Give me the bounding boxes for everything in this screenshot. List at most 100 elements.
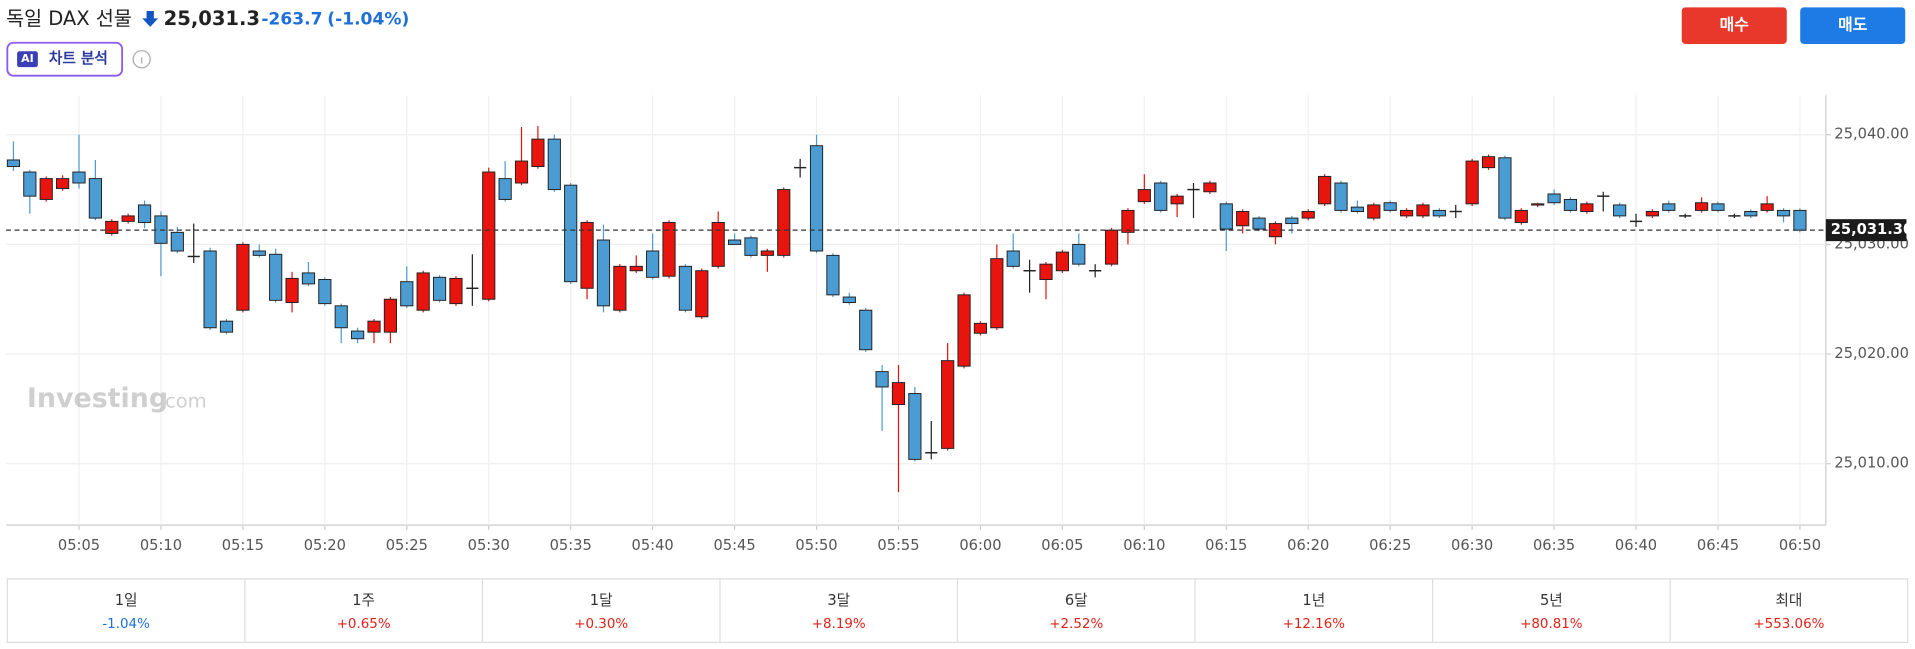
candle-body — [1318, 175, 1332, 205]
period-change: -1.04% — [102, 617, 150, 632]
candle-body — [531, 138, 545, 168]
period-tab[interactable]: 5년 +80.81% — [1431, 578, 1583, 643]
x-tick-label: 06:35 — [1533, 537, 1575, 554]
y-tick-label: 25,010.00 — [1834, 455, 1909, 472]
candle-body — [203, 250, 217, 329]
candle-body — [973, 322, 988, 334]
candle-body — [875, 371, 889, 388]
last-price-bg — [1825, 219, 1907, 242]
candle-body — [236, 243, 250, 311]
period-change: +12.16% — [1283, 617, 1346, 632]
x-tick-label: 06:50 — [1779, 537, 1821, 554]
period-label: 1주 — [352, 592, 375, 609]
period-tab[interactable]: 1일 -1.04% — [102, 592, 150, 632]
candle-body — [1694, 202, 1709, 211]
x-tick-label: 05:55 — [877, 537, 919, 554]
x-tick-label: 05:05 — [58, 537, 100, 554]
info-circle — [132, 50, 151, 69]
watermark: Investing .com — [27, 383, 207, 414]
candle-body — [6, 159, 21, 168]
candle-body — [1301, 211, 1315, 219]
candle-body — [1547, 193, 1561, 204]
period-label: 1년 — [1302, 592, 1325, 609]
price: 25,031.3 — [164, 7, 260, 30]
sell-button[interactable]: 매도 — [1800, 7, 1906, 44]
candle-body — [1760, 203, 1774, 211]
candle-body — [1383, 202, 1397, 211]
candle-body — [1481, 156, 1496, 169]
candle-body — [957, 294, 971, 367]
candle-body — [1563, 198, 1578, 211]
candle-body — [39, 178, 53, 200]
period-change: +8.19% — [812, 617, 866, 632]
candle-body — [1514, 209, 1528, 223]
buy-button[interactable]: 매수 — [1681, 7, 1787, 44]
x-tick-label: 06:20 — [1287, 537, 1329, 554]
candle-body — [1531, 203, 1545, 206]
watermark-brand: Investing — [27, 383, 168, 414]
candle-body — [1416, 204, 1430, 217]
period-label: 1달 — [590, 592, 613, 609]
candle-body — [990, 258, 1004, 329]
buy-label: 매수 — [1720, 15, 1750, 34]
x-tick-label: 06:05 — [1041, 537, 1083, 554]
period-tab[interactable]: 1년 +12.16% — [1194, 578, 1346, 643]
candle-body — [1039, 263, 1053, 280]
change: -263.7 — [261, 10, 322, 30]
candle-body — [629, 265, 643, 272]
period-change: +553.06% — [1753, 617, 1824, 632]
candle-body — [285, 277, 299, 304]
candle-body — [1203, 182, 1217, 193]
candle-body — [727, 239, 742, 245]
candle-body — [596, 239, 611, 307]
candle-body — [1662, 203, 1676, 211]
candle-body — [1645, 211, 1660, 217]
info-icon[interactable] — [132, 50, 151, 69]
candle-body — [1580, 203, 1594, 212]
candle-body — [826, 254, 840, 296]
ai-badge-bg — [17, 51, 38, 68]
x-tick-label: 06:15 — [1205, 537, 1247, 554]
candle-body — [891, 382, 906, 406]
change-percent: (-1.04%) — [327, 10, 409, 30]
candle-body — [383, 298, 397, 333]
period-change: +0.65% — [337, 617, 391, 632]
candle-body — [482, 171, 496, 300]
candle-body — [1776, 209, 1791, 217]
candle-body — [1137, 189, 1151, 203]
period-label: 1일 — [115, 592, 138, 609]
candle-body — [1055, 251, 1069, 272]
ai-button-label: 차트 분석 — [49, 49, 108, 67]
candle-body — [744, 237, 758, 256]
candle-body — [1072, 243, 1086, 265]
x-tick-label: 06:00 — [959, 537, 1001, 554]
candle-body — [400, 281, 414, 307]
ai-badge: AI — [21, 52, 34, 65]
period-tab[interactable]: 6달 +2.52% — [956, 578, 1104, 643]
period-tab[interactable]: 1주 +0.65% — [244, 578, 391, 643]
x-tick-label: 05:10 — [140, 537, 182, 554]
candle-body — [105, 220, 119, 234]
candles — [6, 125, 1807, 493]
candle-body — [1793, 209, 1807, 231]
candle-body — [498, 178, 512, 200]
x-tick-label: 05:30 — [468, 537, 510, 554]
period-tab[interactable]: 최대 +553.06% — [1669, 578, 1825, 643]
ai-analysis-button[interactable]: AI 차트 분석 — [6, 41, 124, 77]
candle-body — [842, 296, 856, 304]
candle-body — [1613, 204, 1627, 217]
period-tab[interactable]: 1달 +0.30% — [481, 578, 628, 643]
candle-body — [137, 204, 152, 223]
candle-body — [646, 250, 660, 278]
candle-body — [580, 221, 594, 289]
candle-body — [1350, 206, 1364, 212]
candle-body — [367, 320, 381, 333]
instrument-title: 독일 DAX 선물 — [6, 7, 132, 30]
period-tab[interactable]: 3달 +8.19% — [719, 578, 866, 643]
candle-body — [777, 189, 791, 256]
period-label: 5년 — [1540, 592, 1563, 609]
candle-body — [351, 330, 365, 340]
candle-body — [662, 221, 676, 277]
down-arrow-icon — [142, 10, 159, 27]
